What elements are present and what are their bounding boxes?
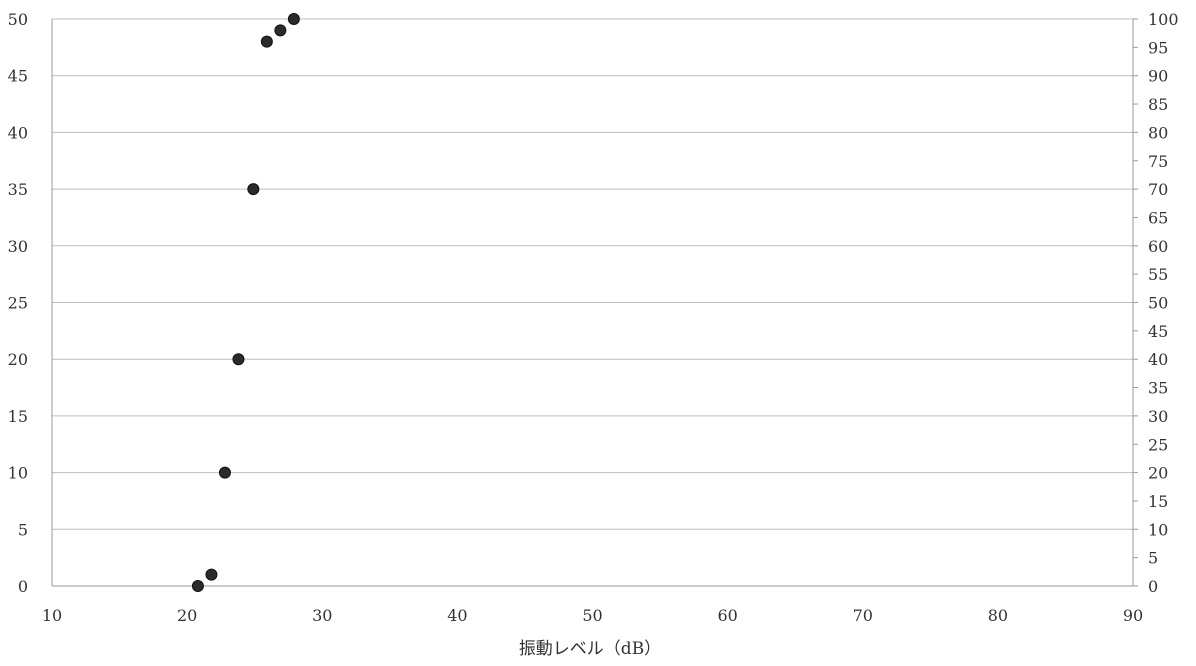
tick-labels: 0 5 10 15 20 25 30 35 40 45 50 0 5 10 15 20 25 30 35 40 45 50… xyxy=(8,10,1179,625)
data-point-0-2 xyxy=(218,466,231,479)
y2-tick-label-85: 85 xyxy=(1148,95,1168,114)
y2-tick-label-25: 25 xyxy=(1148,435,1168,454)
y-tick-label-40: 40 xyxy=(8,123,28,142)
x-tick-label-70: 70 xyxy=(853,606,873,625)
y2-tick-label-35: 35 xyxy=(1148,379,1168,398)
y2-tick-label-70: 70 xyxy=(1148,180,1168,199)
x-tick-label-60: 60 xyxy=(717,606,737,625)
x-tick-label-80: 80 xyxy=(988,606,1008,625)
data-point-0-7 xyxy=(287,13,300,25)
data-point-0-0 xyxy=(191,580,204,592)
y2-tick-label-95: 95 xyxy=(1148,38,1168,57)
x-tick-label-20: 20 xyxy=(177,606,197,625)
x-axis-label: 振動レベル（dB） xyxy=(519,639,661,659)
x-tick-label-40: 40 xyxy=(447,606,467,625)
data-point-0-1 xyxy=(205,568,218,581)
data-point-0-4 xyxy=(247,183,260,196)
x-tick-label-30: 30 xyxy=(312,606,332,625)
y2-tick-label-90: 90 xyxy=(1148,67,1168,86)
y2-tick-label-55: 55 xyxy=(1148,265,1168,284)
y2-tick-label-100: 100 xyxy=(1148,10,1179,29)
y2-tick-label-10: 10 xyxy=(1148,520,1168,539)
y-tick-label-10: 10 xyxy=(8,464,28,483)
y-tick-label-45: 45 xyxy=(8,67,28,86)
axes xyxy=(51,18,1138,587)
y2-tick-label-50: 50 xyxy=(1148,294,1168,313)
y-tick-label-50: 50 xyxy=(8,10,28,29)
data-point-0-5 xyxy=(260,35,273,48)
y-tick-label-20: 20 xyxy=(8,350,28,369)
y2-tick-label-5: 5 xyxy=(1148,549,1158,568)
y2-tick-label-80: 80 xyxy=(1148,123,1168,142)
y-tick-label-15: 15 xyxy=(8,407,28,426)
x-tick-label-50: 50 xyxy=(582,606,602,625)
y-tick-label-30: 30 xyxy=(8,237,28,256)
y-tick-label-35: 35 xyxy=(8,180,28,199)
data-point-0-6 xyxy=(274,24,287,37)
y-tick-label-25: 25 xyxy=(8,294,28,313)
gridlines xyxy=(52,18,1133,587)
y2-tick-label-60: 60 xyxy=(1148,237,1168,256)
y-tick-label-5: 5 xyxy=(18,520,28,539)
y2-tick-label-15: 15 xyxy=(1148,492,1168,511)
data-point-0-3 xyxy=(232,353,245,366)
x-tick-label-90: 90 xyxy=(1123,606,1143,625)
y2-tick-label-30: 30 xyxy=(1148,407,1168,426)
y2-tick-label-75: 75 xyxy=(1148,152,1168,171)
y2-tick-label-20: 20 xyxy=(1148,464,1168,483)
data-points xyxy=(191,13,300,592)
x-tick-label-10: 10 xyxy=(42,606,62,625)
y2-tick-label-40: 40 xyxy=(1148,350,1168,369)
y-tick-label-0: 0 xyxy=(18,577,28,596)
y2-tick-label-65: 65 xyxy=(1148,208,1168,227)
y2-tick-label-45: 45 xyxy=(1148,322,1168,341)
y2-tick-label-0: 0 xyxy=(1148,577,1158,596)
